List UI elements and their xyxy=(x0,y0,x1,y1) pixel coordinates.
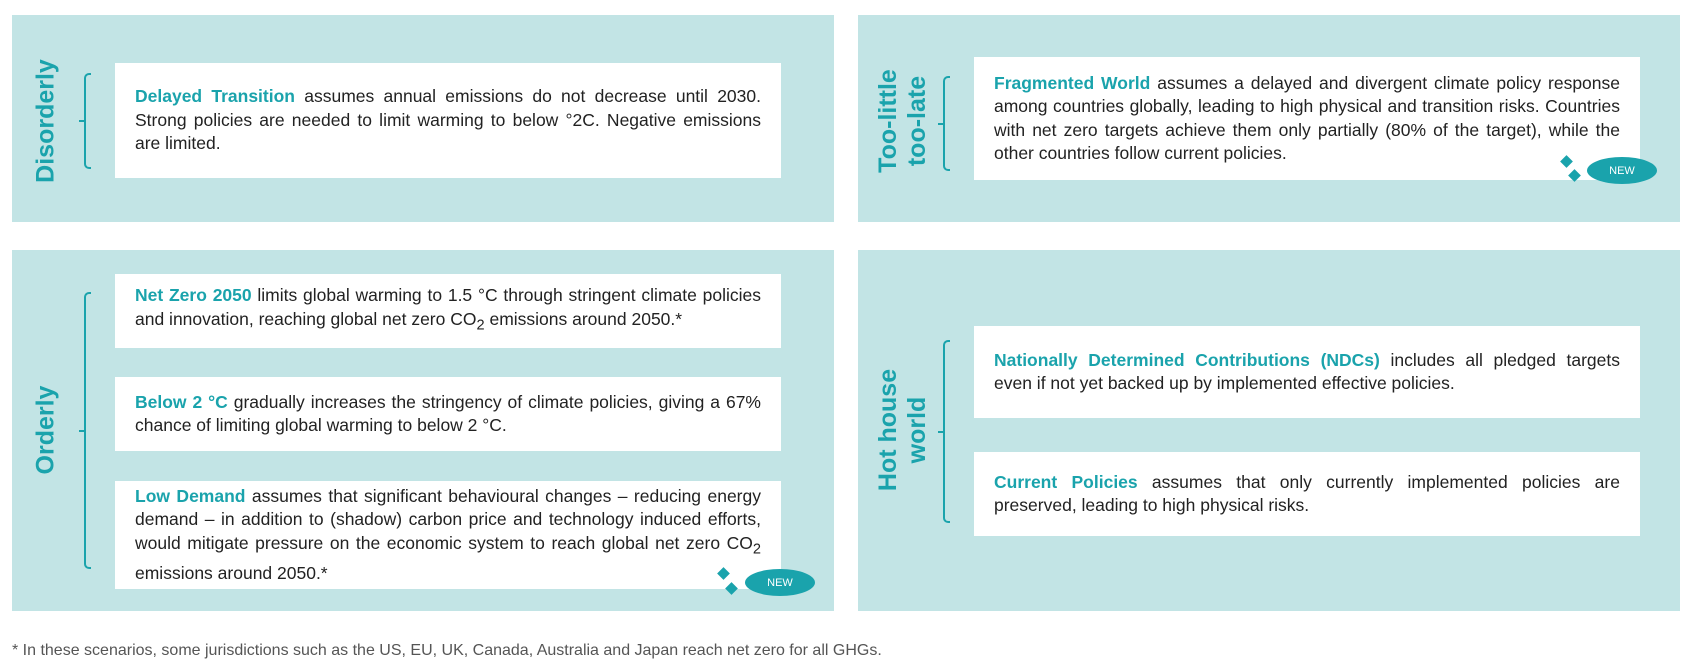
net-zero-2050-term: Net Zero 2050 xyxy=(135,285,252,306)
footnote: * In these scenarios, some jurisdictions… xyxy=(12,642,882,659)
hot-house-world-label: Hot house world xyxy=(874,368,931,492)
delayed-transition-description: Delayed Transition assumes annual emissi… xyxy=(135,86,761,154)
net-zero-2050-box: Net Zero 2050 limits global warming to 1… xyxy=(115,274,781,348)
ndcs-box: Nationally Determined Contributions (NDC… xyxy=(974,326,1640,418)
ndcs-description: Nationally Determined Contributions (NDC… xyxy=(994,349,1620,394)
net-zero-2050-description: Net Zero 2050 limits global warming to 1… xyxy=(135,285,761,334)
low-demand-description: Low Demand assumes that significant beha… xyxy=(135,485,761,583)
fragmented-world-term: Fragmented World xyxy=(994,72,1151,93)
too-little-too-late-bracket xyxy=(938,76,950,171)
fragmented-world-box: Fragmented World assumes a delayed and d… xyxy=(974,57,1640,180)
hot-house-world-quadrant xyxy=(858,250,1680,611)
disorderly-label: Disorderly xyxy=(31,59,60,183)
too-little-too-late-label: Too-little too-late xyxy=(874,69,931,173)
current-policies-description: Current Policies assumes that only curre… xyxy=(994,471,1620,516)
ndcs-term: Nationally Determined Contributions (NDC… xyxy=(994,349,1380,370)
hot-house-world-bracket xyxy=(938,340,950,523)
orderly-bracket xyxy=(79,292,91,569)
fragmented-world-description: Fragmented World assumes a delayed and d… xyxy=(994,72,1620,164)
current-policies-box: Current Policies assumes that only curre… xyxy=(974,452,1640,536)
disorderly-bracket xyxy=(79,73,91,169)
below-2c-description: Below 2 °C gradually increases the strin… xyxy=(135,391,761,436)
below-2c-box: Below 2 °C gradually increases the strin… xyxy=(115,377,781,451)
low-demand-term: Low Demand xyxy=(135,485,246,506)
delayed-transition-box: Delayed Transition assumes annual emissi… xyxy=(115,63,781,178)
delayed-transition-term: Delayed Transition xyxy=(135,86,295,107)
below-2c-term: Below 2 °C xyxy=(135,391,228,412)
new-badge: NEW xyxy=(745,569,815,596)
orderly-label: Orderly xyxy=(31,385,60,475)
low-demand-box: Low Demand assumes that significant beha… xyxy=(115,481,781,589)
current-policies-term: Current Policies xyxy=(994,471,1138,492)
new-badge: NEW xyxy=(1587,157,1657,184)
